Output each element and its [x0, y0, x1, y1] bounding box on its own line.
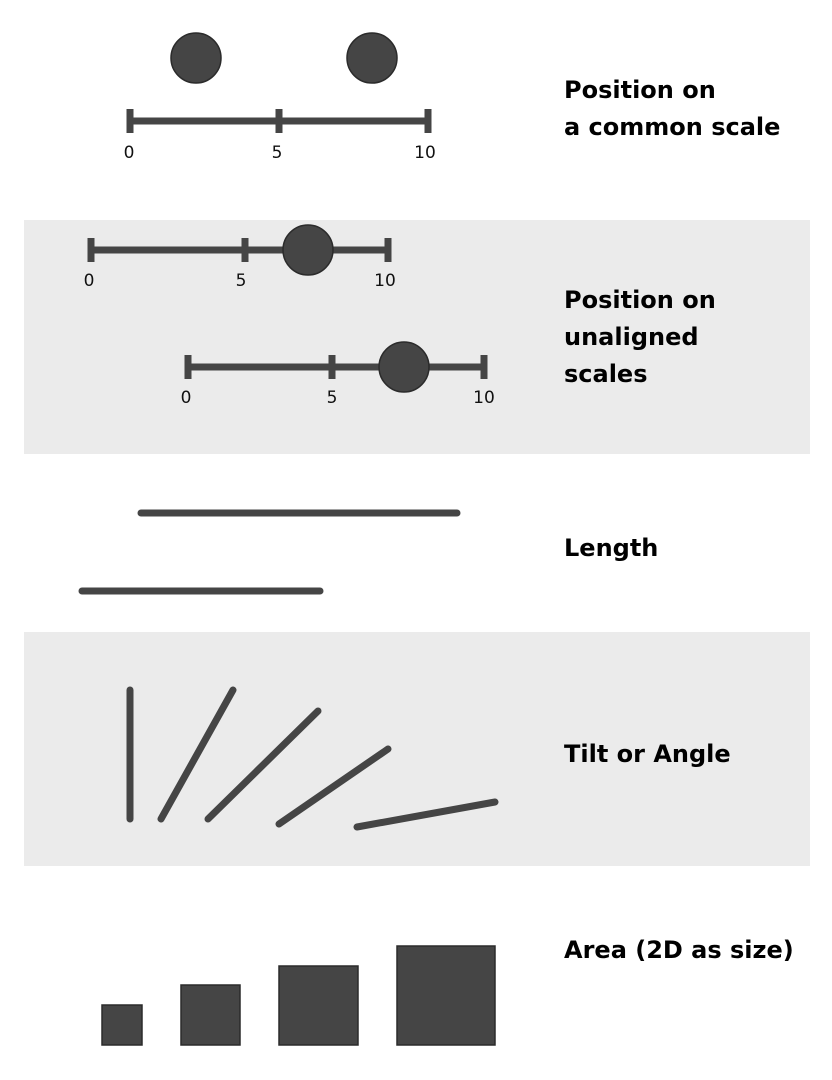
area-square-1 — [101, 1004, 143, 1046]
label-unaligned-scales-line-3: scales — [564, 360, 648, 388]
label-length-line-1: Length — [564, 534, 659, 562]
label-tilt-angle: Tilt or Angle — [564, 736, 731, 773]
unaligned-scale-2-tick-label-5: 5 — [327, 388, 338, 408]
common-scale-example: 0 5 10 — [124, 32, 436, 163]
length-example — [78, 509, 461, 595]
tilt-angle-band — [24, 632, 810, 866]
unaligned-scale-2-tick-label-10: 10 — [473, 388, 495, 408]
tilt-line-3 — [204, 707, 322, 823]
unaligned-scale-1-tick-label-0: 0 — [84, 271, 95, 291]
common-scale-point-a — [170, 32, 222, 84]
unaligned-scale-1-tick-label-5: 5 — [236, 271, 247, 291]
common-scale-tick-label-10: 10 — [414, 143, 436, 163]
label-area-line-1: Area (2D as size) — [564, 936, 794, 964]
label-length: Length — [564, 530, 658, 567]
unaligned-scale-2-tick-label-0: 0 — [181, 388, 192, 408]
label-unaligned-scales: Position on unaligned scales — [564, 282, 716, 393]
unaligned-scale-2: 0 5 10 — [181, 341, 495, 408]
label-common-scale-line-2: a common scale — [564, 113, 781, 141]
unaligned-scale-1-point — [282, 224, 334, 276]
common-scale-point-b — [346, 32, 398, 84]
label-unaligned-scales-line-1: Position on — [564, 286, 716, 314]
label-tilt-angle-line-1: Tilt or Angle — [564, 740, 731, 768]
tilt-line-5 — [353, 798, 499, 831]
label-area: Area (2D as size) — [564, 932, 794, 969]
label-common-scale: Position on a common scale — [564, 72, 780, 146]
area-square-2 — [180, 984, 241, 1046]
tilt-line-4 — [275, 745, 392, 828]
unaligned-scales-band — [24, 220, 810, 454]
tilt-example — [126, 686, 499, 831]
common-scale-tick-label-0: 0 — [124, 143, 135, 163]
area-square-3 — [278, 965, 359, 1046]
unaligned-scale-2-point — [378, 341, 430, 393]
unaligned-scale-1: 0 5 10 — [84, 224, 396, 291]
label-unaligned-scales-line-2: unaligned — [564, 323, 699, 351]
common-scale-tick-label-5: 5 — [272, 143, 283, 163]
area-square-4 — [396, 945, 496, 1046]
area-example — [101, 945, 496, 1046]
tilt-line-2 — [157, 686, 237, 823]
label-common-scale-line-1: Position on — [564, 76, 716, 104]
unaligned-scale-1-tick-label-10: 10 — [374, 271, 396, 291]
